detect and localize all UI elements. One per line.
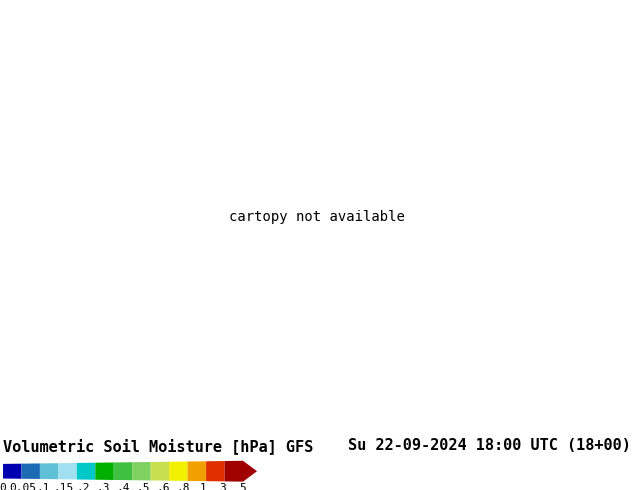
Text: 1: 1 — [200, 483, 207, 490]
Text: cartopy not available: cartopy not available — [229, 210, 405, 224]
Polygon shape — [206, 461, 224, 481]
Text: .2: .2 — [76, 483, 90, 490]
Text: 5: 5 — [240, 483, 247, 490]
Text: .15: .15 — [53, 483, 73, 490]
Polygon shape — [58, 463, 77, 480]
Text: .8: .8 — [176, 483, 190, 490]
Polygon shape — [133, 462, 151, 481]
Text: 0.05: 0.05 — [10, 483, 37, 490]
Text: .6: .6 — [156, 483, 170, 490]
Polygon shape — [3, 464, 22, 479]
Polygon shape — [188, 461, 206, 481]
Polygon shape — [40, 463, 58, 479]
Text: Volumetric Soil Moisture [hPa] GFS: Volumetric Soil Moisture [hPa] GFS — [3, 438, 313, 454]
Text: .1: .1 — [36, 483, 49, 490]
Polygon shape — [77, 463, 95, 480]
Text: .3: .3 — [96, 483, 110, 490]
Polygon shape — [169, 462, 188, 481]
Polygon shape — [113, 462, 133, 480]
Text: .4: .4 — [116, 483, 130, 490]
Polygon shape — [224, 461, 243, 482]
Polygon shape — [95, 463, 113, 480]
Text: Su 22-09-2024 18:00 UTC (18+00): Su 22-09-2024 18:00 UTC (18+00) — [348, 438, 631, 453]
Text: .5: .5 — [136, 483, 150, 490]
Polygon shape — [243, 461, 257, 482]
Polygon shape — [22, 464, 40, 479]
Polygon shape — [3, 464, 11, 479]
Polygon shape — [151, 462, 169, 481]
Text: 0: 0 — [0, 483, 6, 490]
Text: 3: 3 — [219, 483, 226, 490]
